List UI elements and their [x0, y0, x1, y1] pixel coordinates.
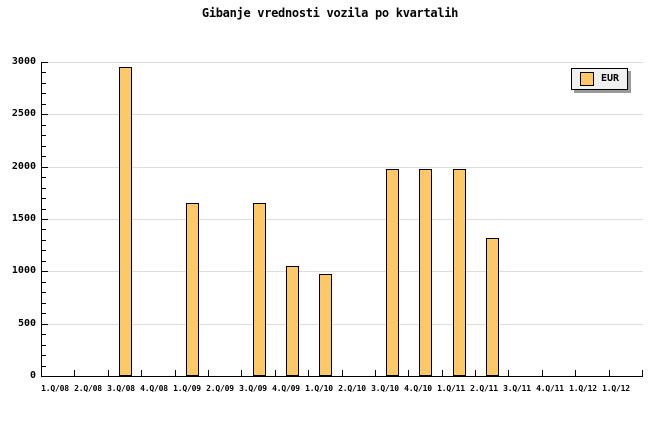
x-tick [508, 370, 509, 376]
x-tick [208, 370, 209, 376]
x-tick-label: 2.Q/09 [206, 384, 234, 393]
y-major-tick [42, 271, 48, 272]
y-minor-tick [42, 261, 46, 262]
y-minor-tick [42, 72, 46, 73]
y-minor-tick [42, 366, 46, 367]
x-tick-label: 4.Q/11 [536, 384, 564, 393]
gridline [42, 219, 643, 220]
y-minor-tick [42, 146, 46, 147]
bar-1.Q/11 [453, 169, 466, 376]
y-minor-tick [42, 282, 46, 283]
y-minor-tick [42, 334, 46, 335]
x-tick [308, 370, 309, 376]
y-minor-tick [42, 229, 46, 230]
y-tick-label: 500 [17, 318, 36, 329]
y-minor-tick [42, 104, 46, 105]
y-minor-tick [42, 303, 46, 304]
y-tick-label: 3000 [11, 56, 36, 67]
x-tick-label: 4.Q/10 [404, 384, 432, 393]
x-tick [141, 370, 142, 376]
y-tick-label: 2000 [11, 161, 36, 172]
legend: EUR [571, 68, 628, 90]
chart-title: Gibanje vrednosti vozila po kvartalih [201, 6, 459, 20]
y-tick-label: 1000 [11, 265, 36, 276]
x-tick-label: 3.Q/08 [107, 384, 135, 393]
x-tick [609, 370, 610, 376]
y-major-tick [42, 324, 48, 325]
x-tick [408, 370, 409, 376]
x-tick-label: 3.Q/09 [239, 384, 267, 393]
x-tick-label: 3.Q/11 [503, 384, 531, 393]
x-tick-label: 1.Q/09 [173, 384, 201, 393]
x-tick-label: 2.Q/10 [338, 384, 366, 393]
bar-3.Q/09 [253, 203, 266, 376]
y-minor-tick [42, 177, 46, 178]
gridline [42, 114, 643, 115]
x-tick-label: 2.Q/11 [470, 384, 498, 393]
x-tick-label: 1.Q/12 [602, 384, 630, 393]
legend-swatch-icon [580, 72, 594, 86]
gridline [42, 167, 643, 168]
x-tick [542, 370, 543, 376]
y-minor-tick [42, 355, 46, 356]
bar-3.Q/10 [386, 169, 399, 376]
bar-4.Q/10 [419, 169, 432, 376]
x-tick [108, 370, 109, 376]
x-tick [475, 370, 476, 376]
y-minor-tick [42, 93, 46, 94]
x-tick-label: 2.Q/08 [74, 384, 102, 393]
x-tick-label: 4.Q/08 [140, 384, 168, 393]
x-tick [642, 370, 643, 376]
y-tick-label: 1500 [11, 213, 36, 224]
y-major-tick [42, 167, 48, 168]
gridline [42, 62, 643, 63]
y-minor-tick [42, 345, 46, 346]
y-major-tick [42, 219, 48, 220]
x-tick [175, 370, 176, 376]
x-tick-label: 4.Q/09 [272, 384, 300, 393]
y-minor-tick [42, 313, 46, 314]
bar-3.Q/08 [119, 67, 132, 376]
y-minor-tick [42, 83, 46, 84]
y-minor-tick [42, 135, 46, 136]
y-minor-tick [42, 250, 46, 251]
x-tick-label: 1.Q/08 [41, 384, 69, 393]
x-tick-label: 1.Q/11 [437, 384, 465, 393]
x-tick-label: 3.Q/10 [371, 384, 399, 393]
y-major-tick [42, 62, 48, 63]
y-major-tick [42, 114, 48, 115]
bar-4.Q/09 [286, 266, 299, 376]
x-tick [342, 370, 343, 376]
x-tick [275, 370, 276, 376]
y-minor-tick [42, 240, 46, 241]
y-minor-tick [42, 198, 46, 199]
x-tick [575, 370, 576, 376]
x-tick [442, 370, 443, 376]
y-minor-tick [42, 125, 46, 126]
gridline [42, 271, 643, 272]
gridline [42, 324, 643, 325]
x-tick [74, 370, 75, 376]
y-minor-tick [42, 188, 46, 189]
y-minor-tick [42, 292, 46, 293]
plot-area [41, 62, 643, 377]
legend-label: EUR [601, 73, 620, 84]
y-tick-label: 0 [29, 370, 36, 381]
x-tick [241, 370, 242, 376]
y-minor-tick [42, 156, 46, 157]
x-tick-label: 1.Q/10 [305, 384, 333, 393]
bar-1.Q/09 [186, 203, 199, 376]
bar-2.Q/11 [486, 238, 499, 376]
x-tick-label: 1.Q/12 [569, 384, 597, 393]
bar-1.Q/10 [319, 274, 332, 376]
y-tick-label: 2500 [11, 108, 36, 119]
x-tick [375, 370, 376, 376]
y-minor-tick [42, 209, 46, 210]
